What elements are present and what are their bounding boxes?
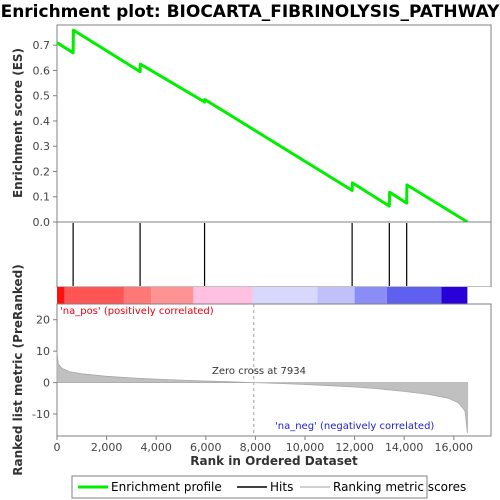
metric-panel-frame — [56, 303, 492, 437]
x-tick-label: 10,000 — [286, 441, 325, 454]
color-bar-segment — [123, 287, 152, 304]
es-panel-frame — [56, 24, 492, 223]
x-axis: 0 2,000 4,000 6,000 8,000 10,000 12,000 14,000 1… — [54, 436, 474, 454]
ranking-color-bar — [57, 287, 491, 304]
es-y-axis-label: Enrichment score (ES) — [11, 48, 25, 198]
color-bar-segment — [64, 287, 124, 304]
x-axis-label: Rank in Ordered Dataset — [190, 454, 358, 468]
es-y-tick-label: 0.0 — [33, 216, 51, 229]
metric-y-tick-label: 0 — [43, 377, 50, 390]
x-tick-label: 2,000 — [91, 441, 123, 454]
color-bar-segment — [193, 287, 253, 304]
color-bar-segment — [151, 287, 194, 304]
color-bar-segment — [57, 287, 65, 304]
x-tick-label: 12,000 — [335, 441, 374, 454]
legend-metric-label: Ranking metric scores — [333, 480, 466, 494]
x-tick-label: 8,000 — [240, 441, 272, 454]
legend-hits-label: Hits — [270, 480, 293, 494]
es-y-tick-label: 0.4 — [33, 115, 51, 128]
metric-y-tick-label: 20 — [36, 314, 50, 327]
es-y-axis: 0.0 0.1 0.2 0.3 0.4 0.5 0.6 0.7 — [33, 39, 57, 229]
metric-y-tick-label: 10 — [36, 345, 50, 358]
hits-layer — [72, 223, 408, 286]
enrichment-profile-layer — [56, 28, 469, 224]
legend-enrichment-label: Enrichment profile — [111, 480, 222, 494]
x-tick-label: 0 — [54, 441, 61, 454]
metric-y-tick-label: -10 — [32, 408, 50, 421]
ranking-metric-area — [56, 351, 468, 433]
es-y-tick-label: 0.2 — [33, 165, 51, 178]
color-bar-segment — [386, 287, 442, 304]
es-y-tick-label: 0.1 — [33, 191, 51, 204]
positive-annotation: 'na_pos' (positively correlated) — [60, 306, 214, 317]
x-tick-label: 16,000 — [435, 441, 474, 454]
es-y-tick-label: 0.7 — [33, 39, 51, 52]
es-y-tick-label: 0.3 — [33, 140, 51, 153]
ranking-metric-layer — [56, 304, 468, 436]
zero-cross-annotation: Zero cross at 7934 — [212, 366, 306, 377]
x-tick-label: 4,000 — [140, 441, 172, 454]
metric-y-axis-label: Ranked list metric (PreRanked) — [11, 264, 25, 476]
color-bar-segment — [354, 287, 387, 304]
color-bar-segment — [252, 287, 318, 304]
x-tick-label: 6,000 — [190, 441, 222, 454]
legend: Enrichment profile Hits Ranking metric s… — [71, 475, 466, 499]
negative-annotation: 'na_neg' (negatively correlated) — [275, 421, 434, 432]
x-tick-label: 14,000 — [385, 441, 424, 454]
es-y-tick-label: 0.5 — [33, 90, 51, 103]
enrichment-profile-line — [56, 28, 469, 224]
es-y-tick-label: 0.6 — [33, 64, 51, 77]
color-bar-segment — [441, 287, 468, 304]
metric-y-axis: -10 0 10 20 — [32, 314, 57, 421]
color-bar-segment — [317, 287, 355, 304]
hits-panel-frame — [56, 221, 492, 288]
color-bar-tail — [467, 287, 491, 304]
chart-title: Enrichment plot: BIOCARTA_FIBRINOLYSIS_P… — [1, 2, 500, 22]
